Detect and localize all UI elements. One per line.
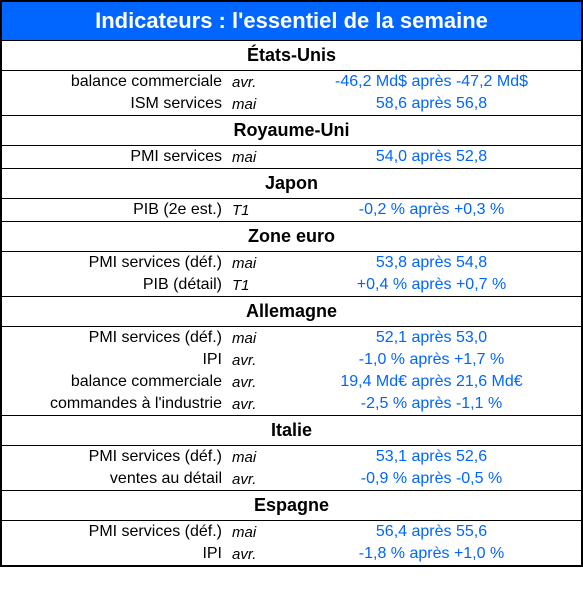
period-label: mai [232, 524, 282, 541]
indicator-label: commandes à l'industrie [2, 395, 232, 413]
value-label: 52,1 après 53,0 [282, 329, 581, 347]
indicator-label: IPI [2, 351, 232, 369]
data-row: ISM servicesmai58,6 après 56,8 [2, 93, 581, 116]
region-header: États-Unis [2, 41, 581, 71]
period-label: avr. [232, 74, 282, 91]
period-label: avr. [232, 546, 282, 563]
data-row: PIB (détail)T1+0,4 % après +0,7 % [2, 274, 581, 297]
period-label: avr. [232, 396, 282, 413]
indicator-label: PMI services (déf.) [2, 254, 232, 272]
region-header: Allemagne [2, 297, 581, 327]
indicator-label: ISM services [2, 95, 232, 113]
period-label: T1 [232, 202, 282, 219]
indicator-label: ventes au détail [2, 470, 232, 488]
value-label: 53,8 après 54,8 [282, 254, 581, 272]
data-row: PMI services (déf.)mai56,4 après 55,6 [2, 521, 581, 543]
period-label: T1 [232, 277, 282, 294]
data-row: PMI services (déf.)mai53,1 après 52,6 [2, 446, 581, 468]
region-header: Zone euro [2, 222, 581, 252]
data-row: balance commercialeavr.-46,2 Md$ après -… [2, 71, 581, 93]
region-header: Italie [2, 416, 581, 446]
value-label: 56,4 après 55,6 [282, 523, 581, 541]
value-label: -2,5 % après -1,1 % [282, 395, 581, 413]
indicator-label: PIB (détail) [2, 276, 232, 294]
value-label: 19,4 Md€ après 21,6 Md€ [282, 373, 581, 391]
data-row: IPIavr.-1,0 % après +1,7 % [2, 349, 581, 371]
region-header: Royaume-Uni [2, 116, 581, 146]
value-label: -1,8 % après +1,0 % [282, 545, 581, 563]
data-row: PMI servicesmai54,0 après 52,8 [2, 146, 581, 169]
value-label: 58,6 après 56,8 [282, 95, 581, 113]
value-label: +0,4 % après +0,7 % [282, 276, 581, 294]
indicator-label: PMI services (déf.) [2, 329, 232, 347]
value-label: 53,1 après 52,6 [282, 448, 581, 466]
value-label: -46,2 Md$ après -47,2 Md$ [282, 73, 581, 91]
period-label: mai [232, 96, 282, 113]
data-row: PMI services (déf.)mai53,8 après 54,8 [2, 252, 581, 274]
region-header: Japon [2, 169, 581, 199]
data-row: balance commercialeavr.19,4 Md€ après 21… [2, 371, 581, 393]
data-row: PMI services (déf.)mai52,1 après 53,0 [2, 327, 581, 349]
period-label: mai [232, 149, 282, 166]
period-label: mai [232, 255, 282, 272]
indicator-label: balance commerciale [2, 73, 232, 91]
period-label: avr. [232, 374, 282, 391]
data-row: ventes au détailavr.-0,9 % après -0,5 % [2, 468, 581, 491]
period-label: mai [232, 449, 282, 466]
data-row: commandes à l'industrieavr.-2,5 % après … [2, 393, 581, 416]
indicator-label: PIB (2e est.) [2, 201, 232, 219]
data-row: PIB (2e est.)T1-0,2 % après +0,3 % [2, 199, 581, 222]
indicators-table: Indicateurs : l'essentiel de la semaine … [0, 0, 583, 567]
value-label: 54,0 après 52,8 [282, 148, 581, 166]
period-label: avr. [232, 352, 282, 369]
indicator-label: PMI services (déf.) [2, 448, 232, 466]
table-title: Indicateurs : l'essentiel de la semaine [2, 2, 581, 41]
period-label: mai [232, 330, 282, 347]
value-label: -0,9 % après -0,5 % [282, 470, 581, 488]
indicator-label: PMI services (déf.) [2, 523, 232, 541]
value-label: -1,0 % après +1,7 % [282, 351, 581, 369]
region-header: Espagne [2, 491, 581, 521]
data-row: IPIavr.-1,8 % après +1,0 % [2, 543, 581, 565]
indicator-label: balance commerciale [2, 373, 232, 391]
indicator-label: PMI services [2, 148, 232, 166]
period-label: avr. [232, 471, 282, 488]
value-label: -0,2 % après +0,3 % [282, 201, 581, 219]
indicator-label: IPI [2, 545, 232, 563]
